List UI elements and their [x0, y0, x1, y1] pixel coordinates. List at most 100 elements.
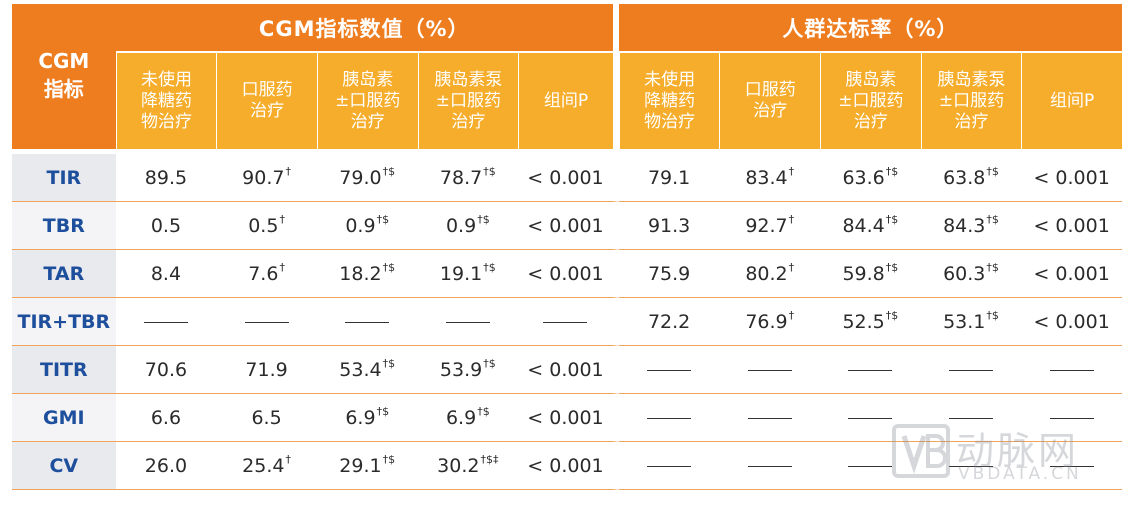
subcolumn-header: 口服药 治疗	[719, 51, 821, 149]
row-label: TIR+TBR	[12, 298, 116, 346]
dash-mark	[647, 417, 692, 419]
significance-mark: †$	[376, 404, 390, 418]
significance-mark: †$	[382, 164, 396, 178]
row-label: TIR	[12, 154, 116, 202]
significance-mark: †	[788, 212, 795, 226]
cell-value: 25.4	[242, 454, 285, 477]
cell-value: 0.5	[150, 214, 182, 237]
row-label: TBR	[12, 202, 116, 250]
dash-mark	[345, 321, 390, 323]
table-cell: < 0.001	[1021, 154, 1122, 202]
cell-value: < 0.001	[527, 358, 604, 381]
significance-mark: †$	[376, 212, 390, 226]
table-cell	[920, 346, 1022, 394]
table-cell: 83.4†	[719, 154, 821, 202]
corner-header: CGM 指标	[12, 4, 116, 149]
significance-mark: †$	[885, 164, 899, 178]
table-cell: 7.6†	[216, 250, 317, 298]
dash-mark	[948, 417, 993, 419]
table-cell	[820, 346, 921, 394]
cell-value: 63.8	[943, 166, 986, 189]
cell-value: 7.6	[248, 262, 279, 285]
row-label: TAR	[12, 250, 116, 298]
table-cell: 6.9†$	[316, 394, 418, 442]
dash-mark	[948, 369, 993, 371]
cell-value: 90.7	[242, 166, 285, 189]
vb-logo-icon	[892, 424, 950, 478]
cell-value: 89.5	[144, 166, 188, 189]
cell-value: < 0.001	[1033, 166, 1110, 189]
watermark-english: VBDATA.CN	[958, 464, 1082, 484]
table-cell: 6.9†$	[417, 394, 519, 442]
cell-value: 71.9	[245, 358, 288, 381]
subcolumn-header: 胰岛素 ±口服药 治疗	[316, 51, 418, 149]
cell-value: < 0.001	[527, 262, 604, 285]
table-cell: < 0.001	[518, 394, 619, 442]
significance-mark: †$	[483, 356, 496, 370]
table-cell: 53.9†$	[417, 346, 519, 394]
cell-value: 75.9	[647, 262, 691, 285]
table-cell	[618, 442, 720, 490]
table-row: TAR 8.4 7.6† 18.2†$ 19.1†$ < 0.001 75.9 80.2† 59…	[12, 250, 1122, 298]
table-cell	[216, 298, 317, 346]
table-cell: 52.5†$	[820, 298, 921, 346]
significance-mark: †	[279, 212, 285, 226]
cell-value: 52.5	[842, 310, 885, 333]
cell-value: < 0.001	[527, 454, 604, 477]
table-cell: 80.2†	[719, 250, 821, 298]
dash-mark	[647, 465, 692, 467]
table-cell: 63.8†$	[920, 154, 1022, 202]
table-cell: 84.4†$	[820, 202, 921, 250]
table-cell	[115, 298, 217, 346]
table-cell: 0.9†$	[417, 202, 519, 250]
cell-value: 6.6	[150, 406, 182, 429]
table-row: TIR 89.5 90.7† 79.0†$ 78.7†$ < 0.001 79.1 83.4†…	[12, 154, 1122, 202]
table-cell: 60.3†$	[920, 250, 1022, 298]
table-cell: 0.9†$	[316, 202, 418, 250]
table-cell: 79.0†$	[316, 154, 418, 202]
cell-value: 0.5	[248, 214, 279, 237]
table-cell: 53.1†$	[920, 298, 1022, 346]
table-row: CV 26.0 25.4† 29.1†$ 30.2†$‡ < 0.001	[12, 442, 1122, 490]
table-cell: 91.3	[618, 202, 720, 250]
table-cell	[618, 394, 720, 442]
dash-mark	[848, 465, 893, 467]
cell-value: 6.9	[345, 406, 376, 429]
dash-mark	[445, 321, 490, 323]
significance-mark: †	[285, 164, 291, 178]
row-label: TITR	[12, 346, 116, 394]
table-cell: 18.2†$	[316, 250, 418, 298]
table-cell: 72.2	[618, 298, 720, 346]
dash-mark	[647, 369, 692, 371]
dash-mark	[1049, 417, 1094, 419]
significance-mark: †$	[477, 212, 490, 226]
table-cell	[1021, 346, 1122, 394]
significance-mark: †$	[382, 356, 396, 370]
table-cell	[1021, 394, 1122, 442]
cell-value: < 0.001	[1033, 310, 1110, 333]
dash-mark	[848, 369, 893, 371]
table-cell: 19.1†$	[417, 250, 519, 298]
cell-value: 53.9	[439, 358, 483, 381]
table-cell: 76.9†	[719, 298, 821, 346]
significance-mark: †	[788, 164, 795, 178]
significance-mark: †	[279, 260, 285, 274]
cell-value: 19.1	[439, 262, 483, 285]
table-cell: 8.4	[115, 250, 217, 298]
dash-mark	[747, 369, 792, 371]
table-cell: < 0.001	[1021, 250, 1122, 298]
table-cell: 26.0	[115, 442, 217, 490]
table-cell: < 0.001	[518, 250, 619, 298]
dash-mark	[543, 321, 588, 323]
dash-mark	[244, 321, 289, 323]
cell-value: 26.0	[144, 454, 188, 477]
dash-mark	[948, 465, 993, 467]
table-cell: 92.7†	[719, 202, 821, 250]
cell-value: 59.8	[842, 262, 885, 285]
dash-mark	[143, 321, 188, 323]
cell-value: < 0.001	[527, 406, 604, 429]
group-header-attainment-rate: 人群达标率（%）	[618, 4, 1122, 51]
table-cell: 0.5†	[216, 202, 317, 250]
significance-mark: †$	[483, 260, 496, 274]
cell-value: 53.1	[943, 310, 986, 333]
